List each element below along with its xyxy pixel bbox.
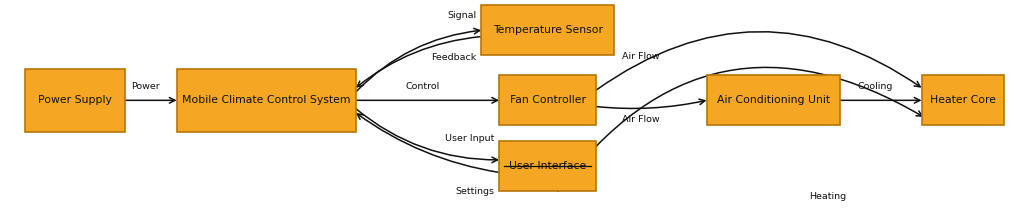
Text: Settings: Settings (455, 187, 495, 196)
FancyBboxPatch shape (707, 75, 840, 125)
FancyBboxPatch shape (922, 75, 1004, 125)
Text: Air Conditioning Unit: Air Conditioning Unit (717, 95, 829, 105)
FancyBboxPatch shape (481, 5, 614, 55)
Text: Control: Control (406, 82, 439, 91)
FancyBboxPatch shape (25, 69, 125, 132)
FancyBboxPatch shape (500, 75, 596, 125)
Text: Fan Controller: Fan Controller (510, 95, 586, 105)
Text: Temperature Sensor: Temperature Sensor (493, 25, 603, 35)
Text: Signal: Signal (447, 11, 476, 20)
Text: Power Supply: Power Supply (38, 95, 112, 105)
Text: User Input: User Input (444, 134, 495, 144)
Text: Heater Core: Heater Core (930, 95, 995, 105)
FancyBboxPatch shape (500, 141, 596, 191)
Text: Cooling: Cooling (858, 82, 893, 91)
Text: Air Flow: Air Flow (623, 52, 659, 61)
Text: Power: Power (131, 82, 160, 91)
Text: Air Flow: Air Flow (623, 115, 660, 124)
Text: Mobile Climate Control System: Mobile Climate Control System (182, 95, 350, 105)
FancyBboxPatch shape (177, 69, 356, 132)
Text: Feedback: Feedback (431, 53, 476, 62)
Text: Heating: Heating (809, 192, 846, 201)
Text: User Interface: User Interface (509, 161, 587, 171)
